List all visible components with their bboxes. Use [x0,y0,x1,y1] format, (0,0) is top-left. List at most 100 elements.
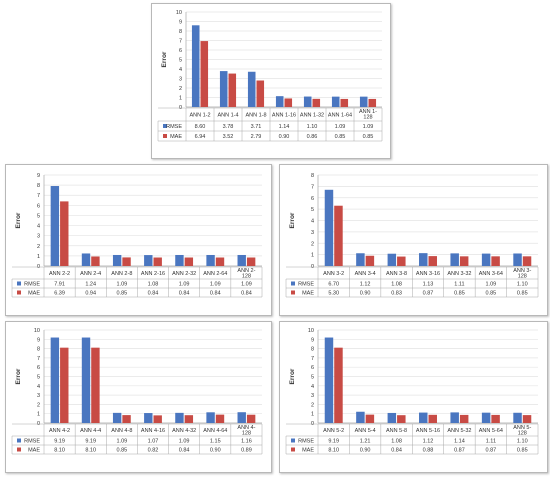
rmse-bar [206,412,215,423]
mae-data-label: 0.84 [391,448,402,454]
category-label: ANN 2-16 [141,271,165,277]
y-tick-label: 3 [37,234,40,240]
y-tick-label: 8 [37,347,40,353]
category-label: ANN 2- [237,268,255,274]
mae-data-label: 8.10 [85,448,96,454]
mae-bar [312,98,321,107]
rmse-series-label: RMSE [166,124,182,130]
y-tick-label: 1 [37,254,40,260]
mae-bar [365,414,375,423]
rmse-data-label: 1.16 [241,439,252,445]
mae-bar [428,414,437,423]
rmse-data-label: 1.09 [179,282,190,288]
rmse-data-label: 1.09 [116,439,127,445]
mae-bar [334,205,343,266]
mae-series-label: MAE [302,291,314,297]
rmse-bar [81,337,91,423]
mae-data-label: 3.52 [223,134,234,140]
mae-data-label: 0.90 [279,134,290,140]
rmse-data-label: 1.12 [360,282,371,288]
category-label: ANN 3-2 [323,271,344,277]
mae-data-label: 0.82 [148,448,159,454]
rmse-bar [175,412,184,423]
rmse-data-label: 1.10 [307,124,318,130]
y-tick-label: 9 [37,337,40,343]
category-label: 128 [363,115,372,121]
y-tick-label: 6 [311,196,314,202]
y-tick-label: 8 [311,347,314,353]
y-tick-label: 4 [37,224,40,230]
mae-bar [60,347,69,423]
category-label: ANN 1-2 [189,113,210,119]
y-tick-label: 7 [37,193,40,199]
mae-bar [246,257,256,266]
category-label: ANN 2-8 [111,271,132,277]
rmse-data-label: 7.91 [54,282,65,288]
mae-data-label: 0.87 [423,291,434,297]
y-tick-label: 9 [311,337,314,343]
y-axis-label: Error [15,212,22,228]
rmse-bar [219,71,228,107]
rmse-data-label: 6.70 [328,282,339,288]
mae-data-label: 0.89 [241,448,252,454]
mae-data-label: 0.85 [517,291,528,297]
category-label: ANN 4-2 [49,428,70,434]
y-tick-label: 8 [179,29,182,35]
mae-bar [153,415,162,423]
y-tick-label: 9 [179,20,182,26]
mae-bar [284,98,293,107]
rmse-bar [191,25,200,107]
mae-data-label: 0.84 [241,291,252,297]
mae-bar [397,415,406,423]
y-tick-label: 8 [37,183,40,189]
category-label: 128 [518,431,527,437]
mae-bar [122,257,131,266]
category-label: ANN 5-2 [323,428,344,434]
rmse-bar [387,412,397,423]
rmse-data-label: 1.08 [391,282,402,288]
mae-data-label: 6.94 [195,134,206,140]
mae-data-label: 0.84 [148,291,159,297]
category-label: ANN 4-4 [80,428,101,434]
mae-legend-key [291,290,295,295]
rmse-data-label: 9.19 [54,439,65,445]
mae-bar [340,98,349,107]
category-label: ANN 4-8 [111,428,132,434]
y-tick-label: 7 [37,356,40,362]
y-tick-label: 4 [311,384,314,390]
category-label: ANN 3-4 [355,271,376,277]
rmse-bar [324,337,334,423]
y-tick-label: 7 [179,39,182,45]
rmse-series-label: RMSE [298,282,314,288]
category-label: ANN 5-8 [386,428,407,434]
rmse-bar [356,253,365,266]
category-label: ANN 5-64 [479,428,503,434]
y-tick-label: 5 [37,213,40,219]
mae-data-label: 0.90 [210,448,221,454]
category-label: ANN 3-8 [386,271,407,277]
category-label: ANN 3-16 [416,271,440,277]
mae-bar [522,415,532,423]
y-tick-label: 9 [37,173,40,179]
category-label: ANN 5-16 [416,428,440,434]
rmse-data-label: 1.12 [423,439,434,445]
rmse-data-label: 1.09 [179,439,190,445]
mae-data-label: 0.94 [85,291,96,297]
y-tick-label: 2 [311,402,314,408]
mae-data-label: 0.84 [210,291,221,297]
rmse-bar [419,412,428,423]
rmse-bar [356,411,365,423]
y-tick-label: 5 [311,207,314,213]
rmse-data-label: 1.11 [454,282,464,288]
y-tick-label: 3 [311,230,314,236]
y-tick-label: 7 [311,356,314,362]
chart-panel-ann2: 0 1 2 3 4 5 6 7 8 9 Error ANN 2-2 ANN 2-4 ANN 2-8 ANN … [5,164,272,316]
y-tick-label: 4 [311,219,314,225]
mae-series-label: MAE [28,291,40,297]
rmse-data-label: 1.11 [486,439,496,445]
mae-legend-key [291,447,295,452]
y-tick-label: 1 [37,412,40,418]
rmse-bar [419,253,428,266]
